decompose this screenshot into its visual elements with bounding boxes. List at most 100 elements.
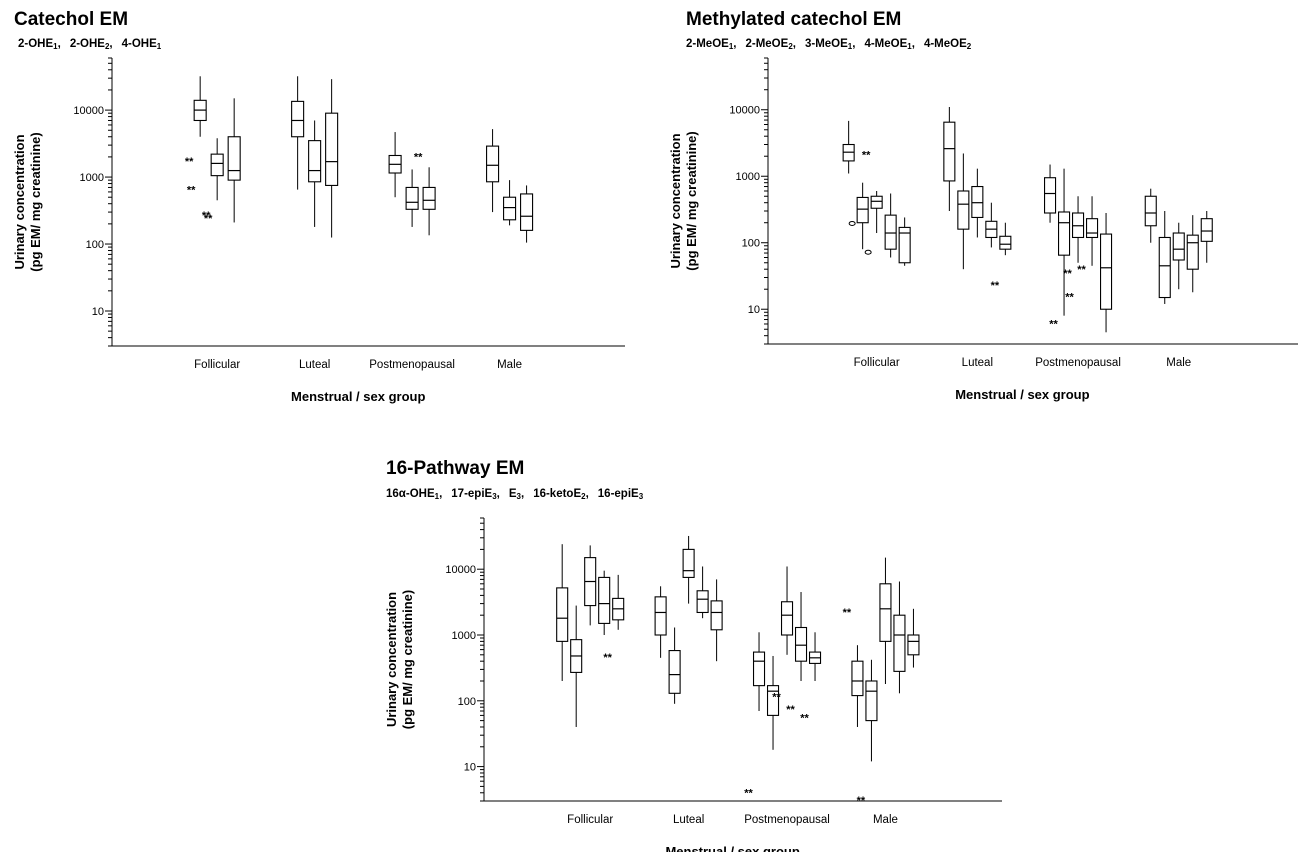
box [1158,211,1171,304]
box: ** [857,659,878,807]
outlier-point [864,249,872,255]
outlier-point: ** [772,692,781,704]
box [1144,188,1157,243]
outlier-point: ** [744,787,753,799]
y-tick-label: 1000 [736,171,760,183]
outlier-point: ** [187,184,196,196]
box [682,535,695,604]
y-tick-label: 1000 [452,630,476,642]
box: ** [772,566,794,704]
y-tick-label: 1000 [80,172,104,184]
subtitle-compound: 16α-OHE1, [386,488,443,501]
box: **** [202,138,224,225]
x-tick-label: Luteal [962,357,993,369]
box-iqr [668,650,681,694]
box [971,168,984,238]
box [405,169,419,227]
box-iqr [780,601,794,636]
box [842,120,855,174]
y-tick-label: 100 [742,238,760,250]
y-tick-label: 10 [748,304,760,316]
box: ** [414,151,436,236]
y-axis-label: Urinary concentration(pg EM/ mg creatini… [12,132,43,271]
box-iqr [907,634,920,656]
box [325,79,339,238]
box-iqr [210,153,224,177]
box: ** [800,632,822,724]
box [848,182,869,250]
subtitle-compound: 16-ketoE2, [533,488,589,501]
box-iqr [971,185,984,219]
y-tick-label: 10 [464,762,476,774]
box [556,544,569,681]
box-iqr [291,100,305,138]
x-tick-label: Luteal [673,814,704,826]
outlier-point: ** [202,210,211,222]
x-tick-label: Male [497,359,522,371]
y-tick-label: 10 [92,306,104,318]
box [1100,213,1113,333]
outlier-point: ** [862,149,871,161]
box-iqr [943,121,956,182]
outlier-point: ** [204,213,213,225]
box [907,608,920,668]
outlier-point: ** [800,712,809,724]
box: ** [991,222,1012,292]
box-iqr [999,235,1012,250]
x-tick-label: Postmenopausal [744,814,830,826]
subtitle-compound: 2-OHE1, [18,38,61,51]
x-axis-label: Menstrual / sex group [955,387,1089,402]
box-iqr [1200,218,1213,242]
box [696,566,709,619]
x-tick-label: Follicular [567,814,613,826]
box-iqr [865,680,878,722]
subtitle-compound: 17-epiE3, [451,488,500,501]
box-iqr [1144,195,1157,227]
box-iqr [1058,211,1071,256]
box-iqr [1172,232,1185,261]
box [486,129,500,213]
box [1186,215,1199,293]
box-iqr [503,196,517,221]
box [985,202,998,248]
y-tick-label: 100 [458,696,476,708]
box-iqr [884,214,897,250]
box: **** [1063,196,1085,304]
box [893,581,906,694]
box-iqr [1086,218,1099,239]
box: ** [744,632,766,799]
outlier-point: ** [1063,268,1072,280]
box-iqr [898,226,911,264]
box [388,132,402,198]
x-tick-label: Male [1166,357,1191,369]
outlier-point: ** [414,151,423,163]
chart-title: Methylated catechol EM [686,9,902,30]
outlier-point: ** [991,280,1000,292]
box [1200,211,1213,263]
box-iqr [710,600,723,631]
chart-title: 16-Pathway EM [386,458,525,479]
box [879,557,892,685]
box-iqr [405,186,419,210]
subtitle-compound: 4-MeOE1, [864,38,915,51]
y-axis-label: Urinary concentration(pg EM/ mg creatini… [668,131,699,270]
x-tick-label: Follicular [854,357,900,369]
x-axis-label: Menstrual / sex group [665,844,799,852]
box-iqr [985,220,998,239]
outlier-point: ** [857,795,866,807]
box-iqr [893,614,906,672]
box [584,545,597,626]
x-tick-label: Luteal [299,359,330,371]
chart-subtitle: 2-OHE1, 2-OHE2, 4-OHE1 [18,38,161,51]
box-iqr [1100,233,1113,310]
box-iqr [1186,234,1199,270]
box-iqr [422,186,436,210]
outlier-point [848,220,856,226]
box: ** [1049,168,1071,331]
box [1044,164,1057,223]
box [957,153,970,270]
box-iqr [227,136,241,181]
box-iqr [486,145,500,183]
box-iqr [856,196,869,224]
boxplot-16-pathway: 10 100 1000 10000 Urinary concentration(pg E… [384,517,1002,852]
